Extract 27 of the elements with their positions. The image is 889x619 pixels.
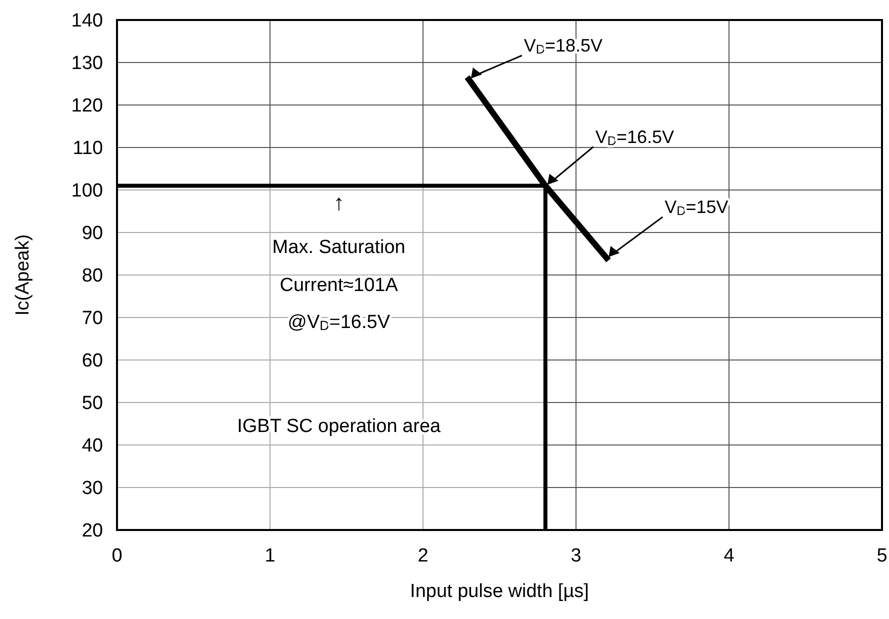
x-tick-label: 5	[876, 545, 888, 566]
x-tick-label: 2	[418, 545, 428, 566]
annotation: IGBT SC operation area	[237, 416, 442, 437]
y-tick-label: 120	[71, 96, 103, 117]
annotation: V$_{D}$=15V	[664, 197, 728, 218]
annotation: @V$_{D}$=16.5V	[288, 312, 390, 333]
y-tick-label: 100	[71, 180, 103, 202]
x-axis-title: Input pulse width [µs]	[410, 581, 589, 602]
y-tick-label: 40	[82, 436, 103, 457]
annotation: ↑	[333, 190, 344, 215]
y-tick-label: 80	[82, 266, 103, 287]
x-tick-label: 0	[112, 545, 122, 566]
annotation: Current≈101A	[280, 275, 398, 296]
y-tick-label: 60	[82, 350, 103, 372]
y-tick-label: 30	[82, 478, 103, 500]
y-tick-label: 20	[82, 520, 103, 542]
annotation: Max. Saturation	[272, 237, 406, 258]
x-tick-label: 4	[724, 545, 735, 566]
y-tick-label: 70	[82, 308, 103, 330]
x-tick-label: 1	[264, 545, 276, 566]
y-axis-title: Ic(Apeak)	[12, 234, 34, 316]
y-tick-label: 90	[82, 223, 103, 244]
y-tick-label: 130	[71, 53, 103, 74]
y-tick-label: 140	[71, 10, 103, 32]
y-tick-label: 50	[82, 393, 103, 414]
x-tick-label: 3	[570, 545, 582, 566]
y-tick-label: 110	[72, 138, 103, 160]
